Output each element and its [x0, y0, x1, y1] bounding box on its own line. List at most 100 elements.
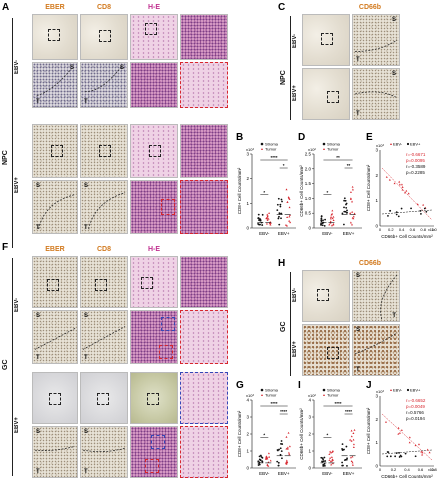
x-tick-label: 0.4	[404, 467, 410, 472]
stroma-label: S	[119, 65, 124, 71]
data-point-stroma	[277, 461, 280, 464]
legend-ebv-neg: EBV-	[393, 142, 403, 147]
y-tick-label: 1.5	[305, 181, 312, 186]
correlation-stat: r=-0.6671	[406, 152, 426, 157]
data-point-tumor	[284, 224, 287, 226]
data-point-black	[394, 455, 397, 458]
data-point-tumor	[331, 209, 334, 212]
stroma-label: S	[356, 273, 361, 279]
data-point-red	[421, 451, 424, 454]
micrograph-eber-gc-ebvneg-low	[32, 256, 78, 308]
legend-marker-ebv-neg	[390, 143, 392, 145]
data-point-stroma	[345, 206, 348, 209]
data-point-tumor	[269, 459, 272, 462]
micrograph-cd8-gc-ebvpos-low	[80, 372, 128, 424]
data-point-tumor	[349, 456, 352, 459]
data-point-red	[422, 203, 425, 206]
y-tick-label: 0	[246, 226, 249, 231]
data-point-black	[395, 211, 398, 214]
legend-marker-tumor	[261, 148, 263, 150]
zoom-box	[159, 345, 173, 359]
significance-label: ****	[334, 401, 341, 406]
tumor-label: T	[36, 99, 40, 105]
data-point-stroma	[346, 211, 348, 214]
legend-marker-tumor	[261, 394, 263, 396]
stain-label-eber: EBER	[45, 4, 65, 11]
legend-ebv-pos: EBV+	[410, 142, 421, 147]
y-tick-label: 0	[375, 224, 378, 229]
data-point-stroma	[259, 454, 262, 457]
micrograph-he-ebvpos-high	[180, 124, 228, 178]
trend-line-red	[381, 413, 433, 461]
tumor-label: T	[356, 111, 360, 117]
data-point-tumor	[350, 460, 353, 462]
data-point-black	[387, 214, 389, 217]
data-point-tumor	[286, 461, 289, 464]
data-point-tumor	[329, 460, 332, 463]
data-point-black	[399, 454, 402, 457]
data-point-tumor	[288, 214, 291, 216]
panel-letter-b: B	[236, 132, 244, 143]
micrograph-he-gc-ebvpos-low	[130, 372, 178, 424]
x-axis-title: CD66b+ Cell Counts/mm²	[381, 234, 433, 239]
stain-label-eber: EBER	[45, 246, 65, 253]
tumor-label: T	[356, 57, 360, 63]
data-point-tumor	[329, 220, 332, 223]
data-point-stroma	[324, 460, 327, 462]
data-point-black	[389, 455, 392, 458]
y-exponent: x10³	[376, 143, 384, 148]
x-tick-label: EBV+	[343, 471, 355, 476]
y-tick-label: 1	[308, 449, 311, 454]
data-point-red	[398, 180, 401, 183]
stain-label-cd8: CD8	[96, 246, 111, 253]
data-point-black	[420, 212, 422, 215]
data-point-stroma	[279, 447, 282, 450]
panel-letter-g: G	[236, 380, 244, 391]
data-point-tumor	[285, 188, 288, 191]
data-point-tumor	[265, 455, 268, 458]
trend-line-red	[381, 167, 433, 221]
micrograph-he-gc-ebvneg-high	[180, 256, 228, 308]
significance-label: *	[263, 433, 265, 438]
correlation-stat: p=0.2285	[406, 170, 425, 175]
data-point-stroma	[346, 209, 348, 212]
data-point-red	[400, 183, 403, 186]
data-point-stroma	[343, 210, 346, 213]
data-point-stroma	[323, 456, 326, 459]
data-point-stroma	[257, 460, 260, 463]
data-point-stroma	[259, 218, 262, 221]
row-label-ebv-neg: EBV-	[14, 298, 20, 313]
panel-letter-e: E	[366, 132, 373, 143]
legend-tumor: Tumor	[327, 147, 339, 152]
y-tick-label: 4	[308, 398, 311, 403]
y-exponent: x10³	[246, 147, 254, 152]
data-point-red	[400, 429, 403, 431]
data-point-tumor	[265, 217, 268, 220]
data-point-red	[405, 189, 408, 192]
data-point-stroma	[321, 457, 324, 460]
y-axis-title: CD8+ Cell Counts/mm²	[366, 407, 371, 454]
significance-label: ****	[280, 409, 287, 414]
data-point-stroma	[279, 453, 282, 456]
data-point-stroma	[281, 457, 283, 460]
correlation-stat: p=0.0194	[406, 416, 425, 421]
data-point-stroma	[345, 445, 348, 448]
y-axis-title: CD66b+ Cell Counts/mm²	[299, 165, 304, 217]
data-point-stroma	[346, 465, 348, 467]
zoom-box	[327, 91, 339, 103]
x-tick-label: 0.6	[418, 467, 424, 472]
data-point-black	[400, 207, 403, 210]
y-tick-label: 1	[246, 201, 249, 206]
data-point-tumor	[350, 439, 353, 442]
data-point-stroma	[343, 206, 345, 209]
x-tick-label: 0.4	[399, 227, 405, 232]
data-point-red	[416, 203, 419, 206]
data-point-black	[386, 451, 389, 453]
tumor-label: T	[36, 469, 40, 475]
x-tick-label: EBV-	[322, 471, 333, 476]
data-point-red	[407, 192, 410, 195]
y-tick-label: 2.0	[305, 166, 312, 171]
data-point-tumor	[267, 452, 270, 455]
